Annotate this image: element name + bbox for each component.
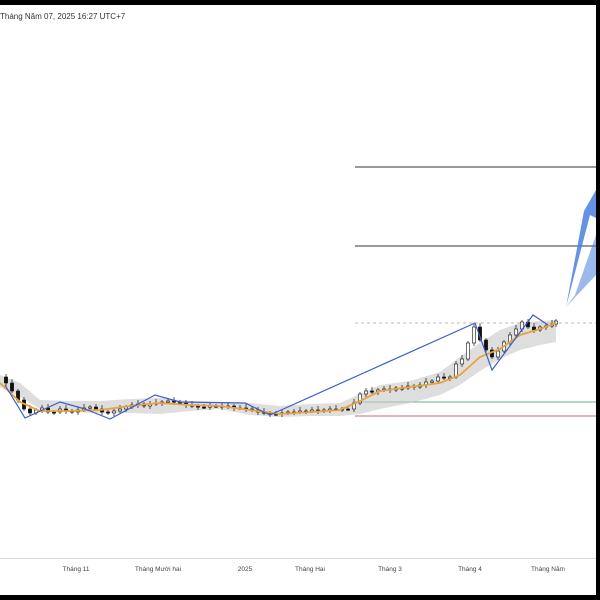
candle-body (484, 339, 488, 351)
x-axis-label: Tháng Năm (531, 566, 565, 573)
candle-body (172, 400, 176, 403)
projection-arrow-tail (566, 235, 596, 307)
candle-body (28, 408, 32, 414)
candle-body (118, 408, 122, 412)
candle-body (442, 376, 446, 379)
chart-window: Tháng Năm 07, 2025 16:27 UTC+7 Tháng 11 T… (0, 5, 596, 595)
envelope-band (0, 320, 556, 417)
candle-body (430, 380, 434, 383)
candle-body (496, 350, 500, 358)
candle-body (10, 382, 14, 392)
candle-body (358, 393, 362, 404)
x-axis-label: Tháng 4 (458, 566, 482, 573)
candle (484, 338, 488, 353)
x-axis-label: Tháng Hai (295, 566, 325, 573)
candle-body (436, 376, 440, 382)
horizontal-levels (355, 166, 596, 417)
candle-body (346, 408, 350, 411)
candle-body (94, 406, 98, 410)
candle-body (514, 328, 518, 336)
candle-body (112, 410, 116, 414)
candle-body (370, 390, 374, 393)
time-axis[interactable]: Tháng 11 Tháng Mười hai 2025 Tháng Hai Tháng… (0, 558, 596, 595)
candle-body (454, 363, 458, 378)
candle (466, 341, 470, 361)
candle (112, 408, 116, 416)
candle (460, 355, 464, 367)
candle-body (202, 406, 206, 409)
candle (370, 387, 374, 394)
candle-body (466, 342, 470, 360)
chart-timestamp: Tháng Năm 07, 2025 16:27 UTC+7 (0, 12, 126, 21)
candle (358, 392, 362, 405)
candle (514, 325, 518, 337)
candle-body (4, 376, 8, 384)
candle-body (166, 400, 170, 403)
x-axis-label: Tháng Mười hai (134, 566, 182, 573)
projection-arrow-body (566, 190, 596, 307)
candle-body (554, 320, 558, 325)
candle-body (88, 406, 92, 409)
zigzag-line (4, 314, 549, 420)
candle (118, 405, 122, 413)
candle (436, 374, 440, 384)
candle (442, 373, 446, 380)
candle (10, 379, 14, 393)
candle (106, 410, 110, 415)
candle-body (52, 411, 56, 414)
candle (364, 388, 368, 397)
x-axis-label: 2025 (237, 566, 253, 573)
price-chart[interactable] (0, 5, 596, 558)
candle-body (364, 390, 368, 395)
candle-body (472, 326, 476, 344)
candle-body (460, 358, 464, 365)
x-axis-label: Tháng 3 (378, 566, 402, 573)
candle (4, 374, 8, 386)
x-axis-label: Tháng 11 (62, 566, 90, 573)
candle-body (106, 411, 110, 414)
candle (472, 324, 476, 346)
projection-arrow (566, 190, 596, 307)
